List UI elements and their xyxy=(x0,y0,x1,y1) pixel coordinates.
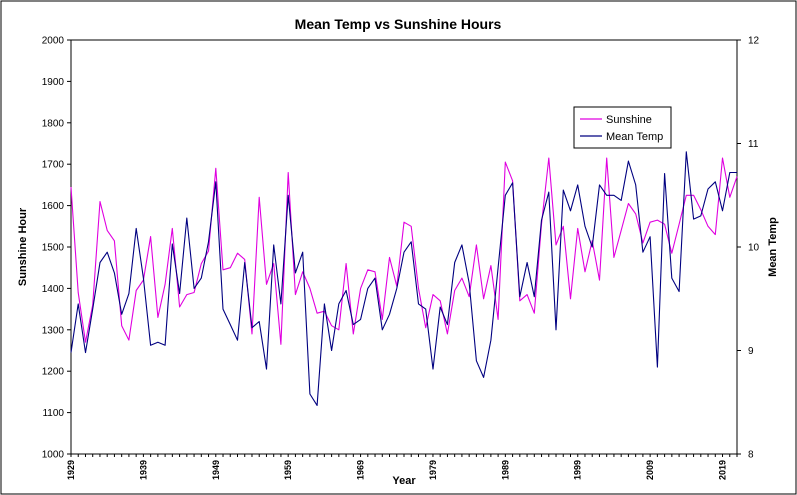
x-tick-label: 1949 xyxy=(211,460,221,480)
x-tick-label: 1959 xyxy=(283,460,293,480)
legend: Sunshine Mean Temp xyxy=(573,106,672,149)
y2-axis: 8 9 10 11 12 xyxy=(737,36,760,461)
series-line-sunshine xyxy=(70,157,738,345)
y-tick-label: 1200 xyxy=(42,367,65,378)
x-tick-label: 1969 xyxy=(356,460,366,480)
y2-tick-label: 8 xyxy=(748,450,754,461)
legend-box xyxy=(573,106,672,149)
x-tick-label: 1939 xyxy=(138,460,148,480)
y-axis-title: Sunshine Hour xyxy=(17,207,29,286)
series-line-mean-temp xyxy=(70,151,737,406)
x-tick-label: 1989 xyxy=(500,460,510,480)
y2-tick-label: 11 xyxy=(748,139,759,150)
y-tick-label: 1600 xyxy=(42,201,65,212)
x-tick-label: 1999 xyxy=(573,460,583,480)
y2-tick-label: 12 xyxy=(748,36,760,47)
series-layer xyxy=(70,151,738,406)
y-tick-label: 1000 xyxy=(42,450,65,461)
y-tick-label: 1900 xyxy=(42,77,65,88)
legend-label-sunshine: Sunshine xyxy=(606,114,652,126)
y-tick-label: 1800 xyxy=(42,118,65,129)
x-axis: 1929 1939 1949 1959 1969 1979 1989 1999 2009 2019 xyxy=(66,454,738,480)
y-tick-label: 1500 xyxy=(42,243,65,254)
plot-area xyxy=(70,39,738,455)
y2-tick-label: 10 xyxy=(748,243,760,254)
y-tick-label: 1400 xyxy=(42,284,65,295)
y-tick-label: 1300 xyxy=(42,325,65,336)
x-tick-label: 2019 xyxy=(718,460,728,480)
y-tick-label: 1700 xyxy=(42,160,65,171)
legend-label-mean-temp: Mean Temp xyxy=(606,131,663,143)
y-axis: 1000 1100 1200 1300 1400 1500 1600 1700 1800 1900… xyxy=(42,36,71,461)
x-tick-label: 1979 xyxy=(428,460,438,480)
y-tick-label: 1100 xyxy=(42,408,64,419)
y2-axis-title: Mean Temp xyxy=(767,217,779,277)
x-axis-title: Year xyxy=(392,475,416,487)
y-tick-label: 2000 xyxy=(42,36,65,47)
chart-title: Mean Temp vs Sunshine Hours xyxy=(295,16,502,32)
x-tick-label: 2009 xyxy=(645,460,655,480)
y2-tick-label: 9 xyxy=(748,346,754,357)
x-tick-label: 1929 xyxy=(66,460,76,480)
